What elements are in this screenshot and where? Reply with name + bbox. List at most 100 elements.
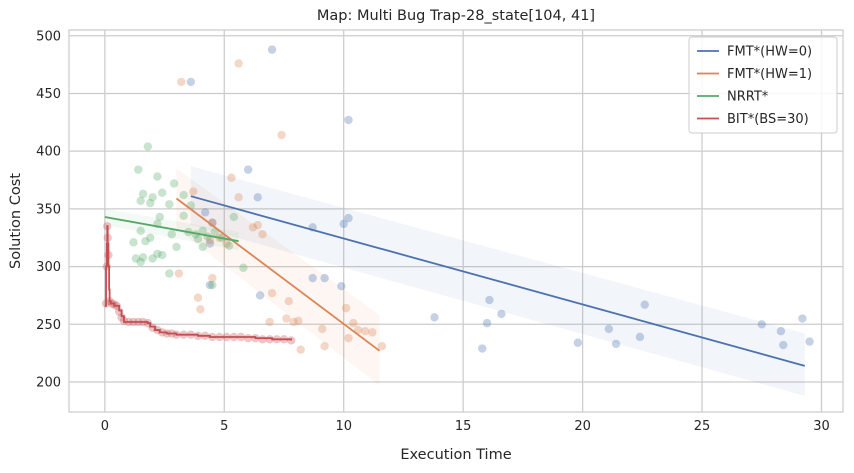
scatter-point [344,213,353,223]
scatter-point [146,198,155,208]
scatter-point [177,77,186,87]
scatter-point [131,254,141,263]
x-tick-label: 15 [455,419,472,434]
scatter-point [167,230,176,239]
scatter-point [497,309,506,319]
scatter-point [222,239,231,248]
scatter-point [277,130,286,140]
scatter-point [229,212,239,222]
scatter-point [296,345,305,354]
scatter-point [198,242,207,252]
scatter-point [611,339,621,349]
scatter-point [248,223,258,232]
y-tick-label: 400 [36,145,61,160]
scatter-point [294,316,303,326]
scatter-point [284,297,293,306]
scatter-point [604,324,614,334]
legend-label: FMT*(HW=1) [727,67,812,82]
scatter-point [165,200,174,209]
scatter-point [368,328,377,337]
scatter-point [136,257,145,267]
scatter-point [165,269,174,278]
grid-lines [69,30,843,412]
scatter-point [805,337,814,346]
x-tick-label: 20 [574,419,591,434]
trend-line [104,216,239,243]
scatter-point [339,219,348,229]
x-axis-label: Execution Time [400,447,511,463]
scatter-point [640,300,649,309]
scatter-point [174,269,184,278]
scatter-point [155,212,164,222]
scatter-point [205,280,215,290]
legend: FMT*(HW=0) FMT*(HW=1) NRRT* BIT*(BS=30) [688,36,838,134]
legend-label: NRRT* [727,90,769,105]
y-tick-label: 300 [36,260,61,275]
scatter-point [224,241,234,251]
step-line [104,225,293,341]
scatter-point [189,187,198,196]
scatter-point [757,320,766,329]
scatter-point [239,263,248,272]
scatter-point [198,226,207,236]
confidence-band [176,168,380,386]
scatter-point [196,305,205,314]
scatter-point [205,239,215,248]
scatter-point [169,179,179,188]
scatter-point [478,344,487,353]
scatter-point [361,327,370,336]
scatter-point [341,303,351,313]
scatter-point [136,196,145,206]
scatter-point [157,188,167,197]
scatter-point [267,45,277,54]
scatter-point [134,165,143,174]
y-tick-label: 350 [36,202,61,217]
x-tick-label: 0 [101,419,109,434]
y-tick-label: 200 [36,375,61,390]
y-axis-label: Solution Cost [8,173,24,269]
scatter-point [320,342,329,351]
scatter-point [146,233,155,242]
x-tick-labels: 0 5 10 15 20 25 30 [101,419,830,434]
scatter-point [157,250,167,260]
scatter-point [430,313,439,322]
x-tick-label: 30 [813,419,830,434]
scatter-point [148,254,157,263]
trend-line [175,197,381,352]
scatter-point [153,249,162,259]
scatter-point [200,208,210,217]
scatter-point [148,193,157,202]
scatter-point [258,335,267,344]
y-tick-label: 250 [36,318,61,333]
scatter-point [265,317,274,327]
legend-frame [688,36,838,134]
scatter-point [320,273,329,283]
plot-frame [68,29,844,413]
scatter-point [243,333,253,343]
scatter-point [779,340,788,350]
y-tick-label: 450 [36,87,61,102]
scatter-point [308,273,317,283]
scatter-point [265,335,274,344]
scatter-point [318,324,327,334]
trend-lines [104,195,806,367]
scatter-points [101,45,814,354]
scatter-point [153,172,162,181]
scatter-point [377,342,387,351]
scatter-point [253,193,262,202]
scatter-point [138,253,148,262]
scatter-point [243,165,253,174]
scatter-point [136,226,145,236]
scatter-point [143,142,153,151]
scatter-point [344,115,353,125]
y-tick-label: 500 [36,29,61,44]
scatter-point [179,190,188,200]
scatter-point [267,288,277,298]
scatter-point [253,220,262,230]
chart-title: Map: Multi Bug Trap-28_state[104, 41] [317,8,595,24]
trend-line [190,195,806,367]
y-tick-labels: 200 250 300 350 400 450 500 [36,29,61,390]
scatter-point [141,236,150,246]
scatter-point [337,282,346,291]
